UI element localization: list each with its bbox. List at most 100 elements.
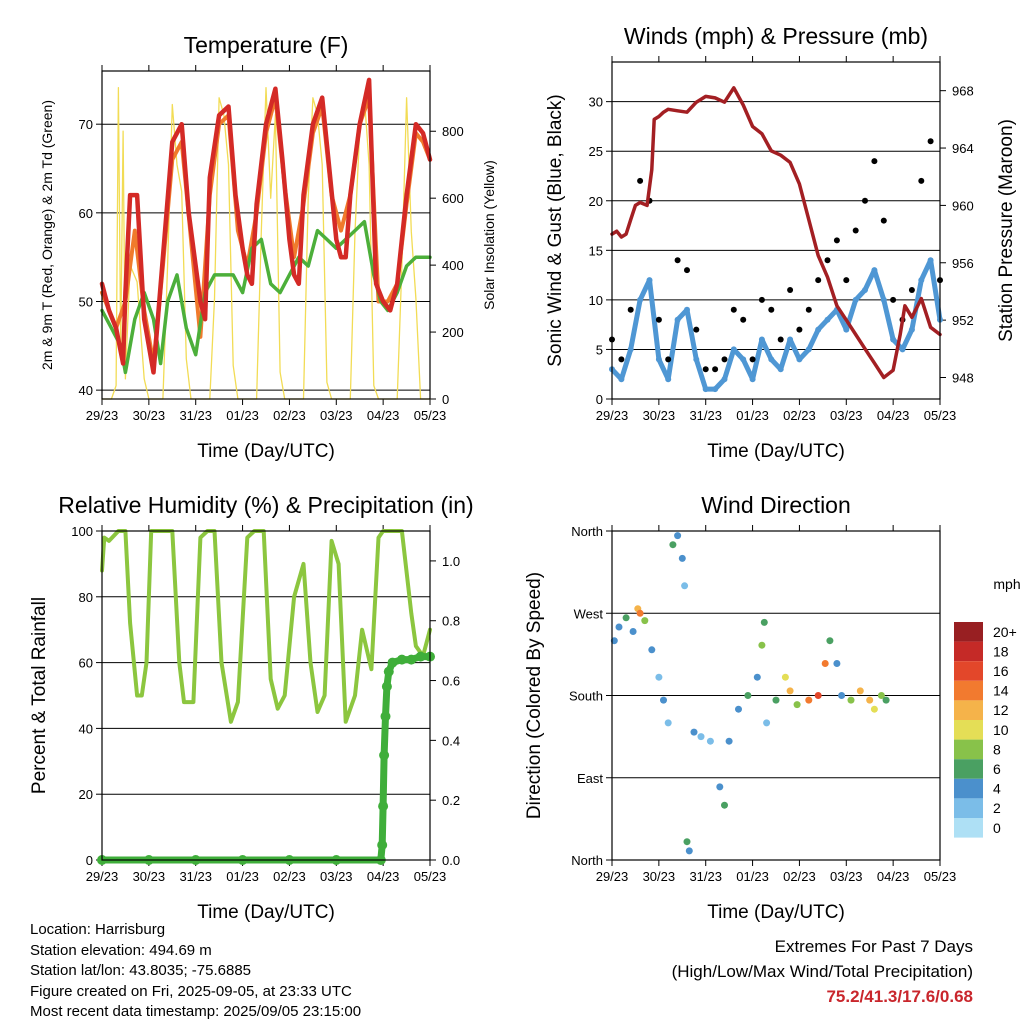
wind-point bbox=[627, 346, 634, 353]
wind-point bbox=[899, 346, 906, 353]
y-tick-label: 50 bbox=[79, 294, 93, 309]
y2-tick-label: 952 bbox=[952, 313, 974, 328]
wind-point bbox=[684, 306, 690, 313]
y2-tick-label: 600 bbox=[442, 191, 464, 206]
wind-point bbox=[871, 267, 878, 274]
y-tick-label: West bbox=[574, 606, 604, 621]
wind-point bbox=[824, 316, 831, 323]
y2-tick-label: 200 bbox=[442, 325, 464, 340]
direction-point bbox=[847, 696, 855, 704]
colorbar-label: 6 bbox=[993, 761, 1001, 777]
wind-point bbox=[843, 326, 850, 333]
gust-point bbox=[843, 277, 850, 284]
x-tick-label: 01/23 bbox=[736, 869, 769, 884]
colorbar-label: 0 bbox=[993, 820, 1001, 836]
wind-point bbox=[721, 376, 728, 383]
series-pressure-line bbox=[610, 86, 942, 380]
direction-point bbox=[690, 728, 698, 736]
precip-point bbox=[415, 651, 426, 662]
gust-point bbox=[721, 356, 728, 363]
direction-point bbox=[758, 641, 766, 649]
direction-point bbox=[615, 623, 623, 631]
colorbar-swatch bbox=[954, 700, 983, 720]
wind-point bbox=[665, 376, 672, 383]
y2-axis-label: Solar Insolation (Yellow) bbox=[481, 160, 497, 310]
x-tick-label: 05/23 bbox=[924, 408, 957, 423]
gust-point bbox=[768, 306, 775, 313]
x-tick-label: 31/23 bbox=[689, 869, 722, 884]
wind-point bbox=[880, 296, 887, 303]
gust-point bbox=[880, 217, 887, 224]
x-tick-label: 03/23 bbox=[320, 869, 353, 884]
direction-point bbox=[805, 696, 813, 704]
wind-point bbox=[805, 346, 812, 353]
wind-point bbox=[674, 316, 681, 323]
direction-point bbox=[669, 541, 677, 549]
y-tick-label: 70 bbox=[79, 117, 93, 132]
created-text: Figure created on Fri, 2025-09-05, at 23… bbox=[30, 982, 352, 1000]
gust-point bbox=[674, 257, 681, 264]
x-tick-label: 04/23 bbox=[367, 408, 400, 423]
colorbar-label: 4 bbox=[993, 781, 1001, 797]
wind-point bbox=[693, 356, 700, 363]
wind-point bbox=[768, 356, 775, 363]
y2-tick-label: 0 bbox=[442, 392, 449, 407]
direction-point bbox=[870, 705, 878, 713]
wind-point bbox=[862, 287, 868, 293]
y-tick-label: 0 bbox=[596, 392, 603, 407]
y-tick-label: 5 bbox=[596, 342, 603, 357]
station-info: Location: Harrisburg Station elevation: … bbox=[30, 920, 361, 1023]
x-tick-label: 31/23 bbox=[689, 408, 722, 423]
x-tick-label: 30/23 bbox=[643, 408, 676, 423]
y-axis-label: Sonic Wind & Gust (Blue, Black) bbox=[545, 94, 566, 366]
x-tick-label: 30/23 bbox=[133, 869, 166, 884]
y2-tick-label: 0.2 bbox=[442, 793, 460, 808]
direction-point bbox=[814, 692, 822, 699]
wind-point bbox=[918, 277, 925, 284]
y-tick-label: North bbox=[571, 853, 603, 868]
gust-point bbox=[918, 177, 925, 184]
wind-point bbox=[758, 336, 765, 343]
wind-point bbox=[646, 277, 653, 284]
colorbar-swatch bbox=[954, 818, 983, 838]
y2-tick-label: 400 bbox=[442, 258, 464, 273]
x-tick-label: 29/23 bbox=[86, 869, 119, 884]
x-tick-label: 30/23 bbox=[643, 869, 676, 884]
direction-point bbox=[781, 673, 789, 681]
y-tick-label: 40 bbox=[79, 383, 93, 398]
x-tick-label: 01/23 bbox=[226, 408, 259, 423]
x-tick-label: 04/23 bbox=[877, 869, 910, 884]
wind-point bbox=[815, 326, 822, 333]
gust-point bbox=[740, 316, 747, 323]
colorbar-swatch bbox=[954, 661, 983, 681]
wind-point bbox=[655, 356, 662, 363]
y2-tick-label: 800 bbox=[442, 124, 464, 139]
direction-point bbox=[664, 719, 672, 727]
x-tick-label: 05/23 bbox=[414, 408, 447, 423]
direction-point bbox=[725, 737, 733, 745]
wind-point bbox=[702, 386, 709, 393]
x-tick-label: 03/23 bbox=[320, 408, 353, 423]
colorbar-swatch bbox=[954, 778, 983, 799]
plot-border bbox=[101, 70, 431, 400]
y-tick-label: 25 bbox=[589, 144, 603, 159]
y-tick-label: East bbox=[577, 771, 603, 786]
chart-title: Temperature (F) bbox=[184, 32, 349, 58]
gust-point bbox=[627, 306, 634, 313]
x-tick-label: 02/23 bbox=[273, 869, 306, 884]
direction-point bbox=[826, 637, 834, 645]
y-tick-label: 15 bbox=[589, 243, 603, 258]
recent-text: Most recent data timestamp: 2025/09/05 2… bbox=[30, 1003, 362, 1020]
y-tick-label: 10 bbox=[589, 293, 603, 308]
direction-point bbox=[721, 801, 728, 809]
direction-point bbox=[856, 687, 864, 695]
gust-point bbox=[787, 287, 794, 293]
gust-point bbox=[693, 326, 700, 333]
gust-point bbox=[805, 306, 812, 313]
y-tick-label: North bbox=[571, 524, 603, 539]
gust-point bbox=[777, 336, 784, 343]
y-axis-label: Percent & Total Rainfall bbox=[29, 597, 50, 794]
y-tick-label: 20 bbox=[589, 194, 603, 209]
colorbar-swatch bbox=[954, 641, 983, 662]
